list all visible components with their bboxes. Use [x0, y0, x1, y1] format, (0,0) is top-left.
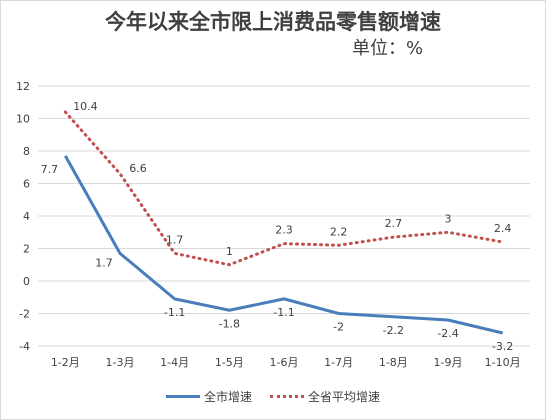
legend-label-city: 全市增速 — [203, 390, 252, 404]
x-tick-label: 1-7月 — [324, 356, 353, 369]
y-tick-label: 8 — [23, 145, 30, 158]
data-label: 1.7 — [166, 233, 184, 246]
legend-item-city: 全市增速 — [165, 388, 252, 405]
data-label: 2.3 — [275, 224, 293, 237]
chart-title: 今年以来全市限上消费品零售额增速 — [105, 10, 441, 34]
y-tick-label: 0 — [23, 275, 30, 288]
data-label: -2.2 — [383, 324, 404, 337]
data-label: 1.7 — [95, 256, 113, 269]
x-tick-label: 1-10月 — [485, 356, 521, 369]
legend-swatch-dotted — [270, 395, 304, 398]
x-tick-label: 1-9月 — [434, 356, 463, 369]
data-label: -2.4 — [437, 327, 458, 340]
x-tick-label: 1-5月 — [215, 356, 244, 369]
legend-item-province: 全省平均增速 — [270, 388, 380, 405]
x-tick-label: 1-3月 — [106, 356, 135, 369]
data-label: -3.2 — [492, 340, 513, 353]
x-tick-label: 1-2月 — [51, 356, 80, 369]
data-label: 2.4 — [494, 222, 512, 235]
data-label: 6.6 — [129, 162, 147, 175]
legend-swatch-solid — [165, 395, 200, 398]
data-label: 10.4 — [73, 100, 98, 113]
legend: 全市增速 全省平均增速 — [0, 388, 546, 405]
data-label: 1 — [226, 245, 233, 258]
y-tick-label: -2 — [19, 308, 30, 321]
x-tick-label: 1-8月 — [379, 356, 408, 369]
series-line-city — [64, 155, 504, 335]
x-tick-label: 1-6月 — [270, 356, 299, 369]
legend-label-province: 全省平均增速 — [308, 390, 381, 404]
data-label: 7.7 — [41, 163, 59, 176]
y-tick-label: 12 — [16, 80, 30, 93]
y-tick-label: 10 — [16, 113, 30, 126]
data-label: -1.1 — [164, 306, 185, 319]
series-line-province — [63, 110, 505, 267]
y-tick-label: 4 — [23, 210, 30, 223]
y-tick-label: -4 — [19, 340, 30, 353]
data-label: 3 — [445, 212, 452, 225]
data-label: -2 — [333, 321, 344, 334]
y-tick-label: 6 — [23, 178, 30, 191]
data-label: 2.2 — [330, 225, 348, 238]
data-label: -1.1 — [273, 306, 294, 319]
unit-label: 单位：% — [352, 38, 424, 59]
data-label: 2.7 — [385, 217, 403, 230]
y-tick-label: 2 — [23, 243, 30, 256]
x-tick-label: 1-4月 — [160, 356, 189, 369]
data-label: -1.8 — [219, 317, 240, 330]
